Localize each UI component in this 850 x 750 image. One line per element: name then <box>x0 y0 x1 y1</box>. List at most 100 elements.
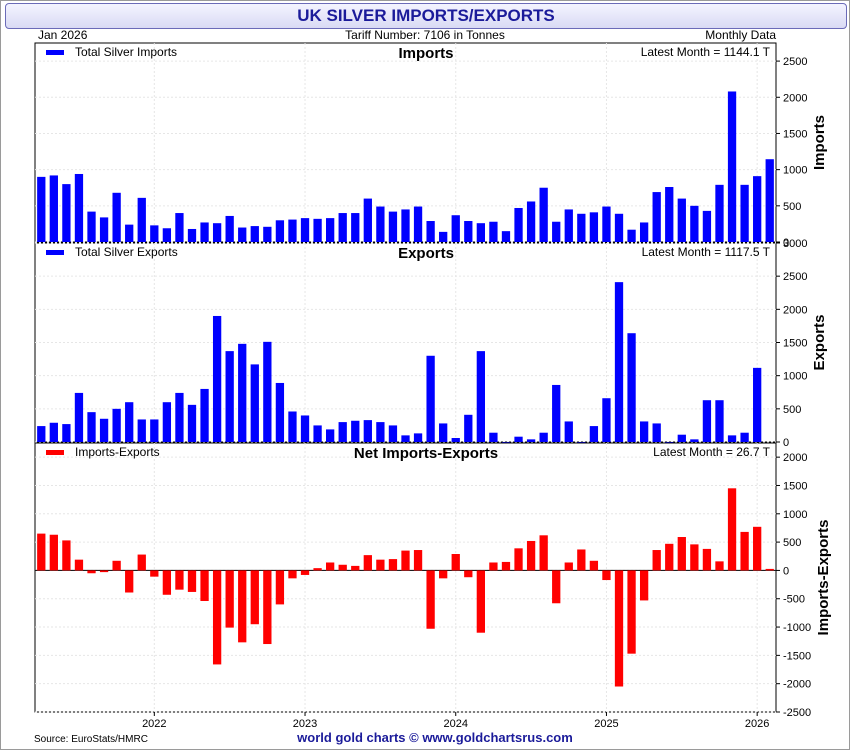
net-bar <box>715 561 724 571</box>
exports-bar <box>564 421 573 442</box>
imports-bar <box>476 223 485 242</box>
net-bar <box>702 548 712 571</box>
net-bar <box>99 570 109 573</box>
imports-bar <box>501 231 511 242</box>
imports-bar <box>740 184 749 242</box>
net-bar <box>665 543 674 571</box>
imports-bar <box>376 206 385 242</box>
imports-tick-label: 2000 <box>783 92 807 104</box>
net-bar <box>313 568 322 571</box>
net-bar <box>37 533 46 571</box>
net-bar <box>401 550 410 571</box>
exports-bar <box>150 419 159 442</box>
x-tick-label: 2023 <box>293 718 317 730</box>
imports-legend-label: Total Silver Imports <box>75 45 177 59</box>
net-bar <box>49 534 58 571</box>
net-bar <box>426 570 435 629</box>
exports-bar <box>639 421 649 442</box>
date-label: Jan 2026 <box>38 28 88 42</box>
exports-bar <box>413 433 423 442</box>
net-bar <box>275 570 285 605</box>
imports-bar <box>526 201 536 242</box>
imports-tick-label: 1000 <box>783 165 807 177</box>
imports-bar <box>765 159 774 242</box>
x-tick-label: 2022 <box>142 718 166 730</box>
exports-bar <box>476 351 485 442</box>
imports-bar <box>112 192 121 242</box>
net-bar <box>351 565 360 571</box>
exports-bar <box>489 432 498 442</box>
imports-bar <box>99 217 109 242</box>
net-bar <box>639 570 649 601</box>
imports-bar <box>200 222 209 242</box>
net-bar <box>413 550 423 571</box>
net-tick-label: 1000 <box>783 509 807 521</box>
imports-bar <box>137 197 146 242</box>
exports-bar <box>702 400 712 442</box>
net-bar <box>526 540 536 571</box>
exports-bar <box>263 341 272 442</box>
imports-tick-label: 1500 <box>783 128 807 140</box>
imports-bar <box>401 209 410 242</box>
imports-bar <box>639 222 649 242</box>
x-tick-label: 2025 <box>594 718 618 730</box>
exports-tick-label: 2000 <box>783 304 807 316</box>
net-bar <box>175 570 184 590</box>
exports-tick-label: 1500 <box>783 338 807 350</box>
exports-bar <box>677 434 686 442</box>
imports-bar <box>514 207 523 242</box>
imports-bar <box>37 176 46 242</box>
net-bar <box>187 570 197 592</box>
exports-bar <box>112 408 121 442</box>
imports-y-axis-label: Imports <box>811 115 828 170</box>
exports-bar <box>238 343 247 442</box>
net-bar <box>614 570 624 687</box>
exports-bar <box>614 282 624 442</box>
net-bar <box>125 570 134 593</box>
chart-main-title: UK SILVER IMPORTS/EXPORTS <box>5 3 847 29</box>
net-legend-label: Imports-Exports <box>75 445 160 459</box>
exports-bar <box>87 412 96 442</box>
net-bar <box>338 564 347 571</box>
exports-bar <box>602 398 611 442</box>
net-bar <box>439 570 448 579</box>
imports-bar <box>351 213 360 242</box>
net-bar <box>589 560 599 571</box>
exports-tick-label: 0 <box>783 437 789 449</box>
imports-latest-value: Latest Month = 1144.1 T <box>641 45 771 59</box>
exports-bar <box>439 423 448 442</box>
exports-bar <box>225 351 234 442</box>
imports-bar <box>413 206 423 242</box>
imports-bar <box>439 231 448 242</box>
net-panel-title: Net Imports-Exports <box>354 445 498 462</box>
exports-bar <box>526 439 536 442</box>
net-bar <box>112 560 121 571</box>
frequency-label: Monthly Data <box>705 28 776 42</box>
net-bar <box>677 537 686 571</box>
net-bar <box>690 544 699 571</box>
net-bar <box>74 559 84 571</box>
net-legend-swatch <box>46 450 64 455</box>
net-bar <box>564 562 573 571</box>
imports-bar <box>715 184 724 242</box>
imports-bar <box>627 229 636 242</box>
net-bar <box>288 570 297 579</box>
imports-bar <box>225 215 234 242</box>
net-bar <box>363 555 372 571</box>
net-bar <box>727 488 737 571</box>
exports-bar <box>288 411 297 442</box>
net-bar <box>464 570 473 578</box>
net-tick-label: -500 <box>783 594 805 606</box>
net-bar <box>652 550 661 571</box>
imports-bar <box>388 211 398 242</box>
exports-bar <box>652 423 661 442</box>
net-bar <box>263 570 272 645</box>
exports-bar <box>740 432 749 442</box>
exports-bar <box>690 439 699 442</box>
imports-bar <box>451 215 460 242</box>
exports-latest-value: Latest Month = 1117.5 T <box>642 245 771 259</box>
exports-bar <box>665 442 674 443</box>
net-bar <box>326 562 335 571</box>
net-bar <box>225 570 234 628</box>
